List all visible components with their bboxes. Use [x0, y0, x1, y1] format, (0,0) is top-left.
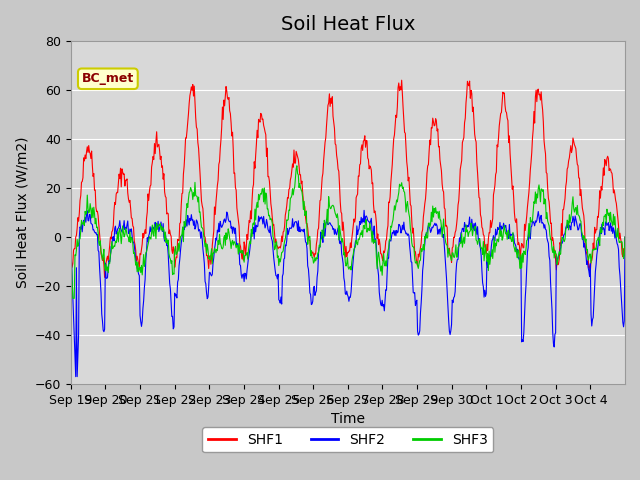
Title: Soil Heat Flux: Soil Heat Flux	[280, 15, 415, 34]
SHF2	[67, 234, 74, 240]
SHF3	[406, 226, 414, 231]
Text: BC_met: BC_met	[82, 72, 134, 85]
X-axis label: Time: Time	[331, 412, 365, 426]
SHF3	[69, 295, 77, 301]
SHF3	[234, 251, 242, 257]
SHF2	[406, 250, 414, 256]
SHF2	[72, 374, 79, 380]
Legend: SHF1, SHF2, SHF3: SHF1, SHF2, SHF3	[202, 427, 493, 453]
SHF2	[360, 207, 368, 213]
SHF2	[438, 224, 445, 229]
Line: SHF1: SHF1	[70, 80, 625, 277]
SHF2	[283, 238, 291, 243]
SHF1	[283, 203, 291, 209]
SHF1	[67, 264, 74, 270]
SHF3	[67, 234, 74, 240]
SHF1	[406, 202, 414, 207]
SHF1	[234, 217, 242, 223]
SHF3	[621, 234, 629, 240]
SHF2	[621, 234, 629, 240]
SHF3	[438, 224, 445, 229]
SHF1	[132, 257, 140, 263]
Line: SHF3: SHF3	[70, 166, 625, 298]
SHF3	[132, 259, 140, 265]
Y-axis label: Soil Heat Flux (W/m2): Soil Heat Flux (W/m2)	[15, 137, 29, 288]
SHF2	[132, 260, 140, 266]
SHF1	[262, 132, 269, 137]
Line: SHF2: SHF2	[70, 210, 625, 377]
SHF1	[398, 77, 406, 83]
SHF3	[283, 217, 291, 223]
SHF2	[234, 243, 242, 249]
SHF3	[293, 163, 301, 168]
SHF1	[100, 275, 108, 280]
SHF1	[621, 234, 629, 240]
SHF2	[262, 222, 269, 228]
SHF1	[438, 168, 445, 174]
SHF3	[262, 190, 269, 196]
